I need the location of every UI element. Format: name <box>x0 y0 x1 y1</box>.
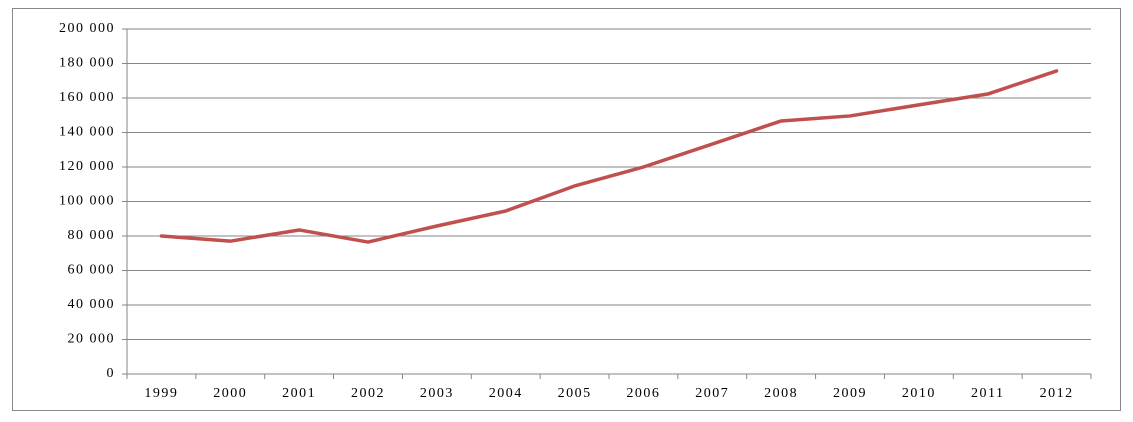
y-tick-label: 40 000 <box>68 297 116 312</box>
x-tick-label: 2002 <box>351 386 385 401</box>
x-tick-label: 1999 <box>144 386 178 401</box>
x-tick-label: 2009 <box>833 386 867 401</box>
x-tick-label: 2006 <box>626 386 660 401</box>
y-tick-label: 20 000 <box>68 332 116 347</box>
y-tick-label: 120 000 <box>59 159 115 174</box>
x-tick-label: 2008 <box>764 386 798 401</box>
x-tick-label: 2005 <box>558 386 592 401</box>
x-tick-label: 2011 <box>971 386 1004 401</box>
y-tick-label: 160 000 <box>59 90 115 105</box>
x-tick-label: 2001 <box>282 386 316 401</box>
y-tick-label: 200 000 <box>59 21 115 36</box>
x-tick-label: 2000 <box>213 386 247 401</box>
x-tick-label: 2004 <box>489 386 523 401</box>
x-tick-label: 2003 <box>420 386 454 401</box>
y-tick-label: 80 000 <box>68 228 116 243</box>
y-tick-label: 60 000 <box>68 263 116 278</box>
x-tick-label: 2012 <box>1040 386 1074 401</box>
chart-border <box>12 8 1121 411</box>
y-tick-label: 100 000 <box>59 194 115 209</box>
y-tick-label: 140 000 <box>59 125 115 140</box>
y-tick-label: 0 <box>107 366 116 381</box>
y-tick-label: 180 000 <box>59 56 115 71</box>
x-tick-label: 2010 <box>902 386 936 401</box>
x-tick-label: 2007 <box>695 386 729 401</box>
data-line <box>159 69 1059 244</box>
